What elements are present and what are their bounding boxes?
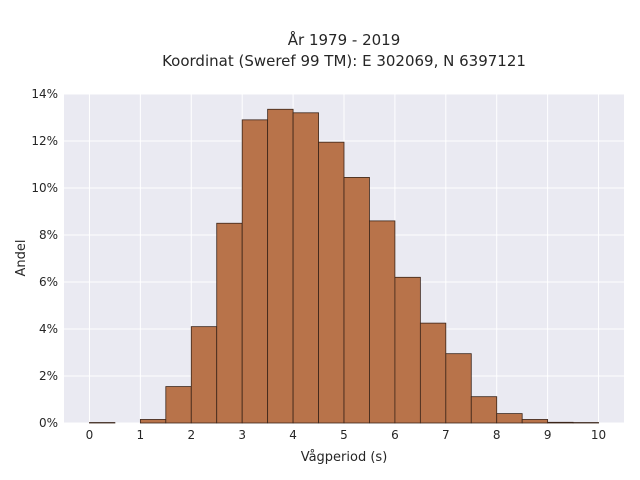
y-tick-label: 12% [31, 134, 58, 148]
x-axis-ticks: 0 1 2 3 4 5 6 7 8 9 10 [86, 428, 607, 442]
x-tick-label: 9 [544, 428, 552, 442]
x-tick-label: 7 [442, 428, 450, 442]
y-tick-label: 8% [39, 228, 58, 242]
x-tick-label: 0 [86, 428, 94, 442]
x-tick-label: 8 [493, 428, 501, 442]
chart-title-line1: År 1979 - 2019 [288, 30, 401, 49]
x-tick-label: 10 [591, 428, 606, 442]
x-tick-label: 6 [391, 428, 399, 442]
histogram-bar [216, 222, 243, 424]
histogram-bar [139, 419, 167, 424]
x-tick-label: 5 [340, 428, 348, 442]
histogram-bar [419, 322, 447, 424]
x-tick-label: 1 [137, 428, 145, 442]
y-tick-label: 2% [39, 369, 58, 383]
y-tick-label: 14% [31, 87, 58, 101]
y-tick-label: 10% [31, 181, 58, 195]
histogram-bar [394, 276, 421, 424]
histogram-bar [318, 141, 345, 424]
histogram-bar [292, 112, 319, 424]
histogram-bars [89, 108, 599, 424]
chart-title-line2: Koordinat (Sweref 99 TM): E 302069, N 63… [162, 52, 526, 70]
histogram-bar [470, 396, 498, 424]
histogram-bar [547, 421, 574, 424]
y-tick-label: 0% [39, 416, 58, 430]
histogram-bar [496, 413, 523, 424]
x-tick-label: 2 [187, 428, 195, 442]
histogram-bar [165, 386, 192, 424]
x-axis-label: Vågperiod (s) [301, 450, 388, 465]
histogram-bar [521, 419, 549, 424]
x-tick-label: 4 [289, 428, 297, 442]
y-axis-label: Andel [14, 240, 29, 277]
histogram-bar [241, 119, 269, 424]
x-tick-label: 3 [238, 428, 246, 442]
histogram-bar [343, 177, 370, 424]
y-tick-label: 6% [39, 275, 58, 289]
y-tick-label: 4% [39, 322, 58, 336]
histogram-bar [369, 220, 396, 424]
histogram-bar [267, 108, 294, 424]
y-axis-ticks: 0% 2% 4% 6% 8% 10% 12% 14% [31, 87, 58, 430]
histogram-bar [190, 326, 218, 424]
histogram-bar [445, 353, 472, 424]
